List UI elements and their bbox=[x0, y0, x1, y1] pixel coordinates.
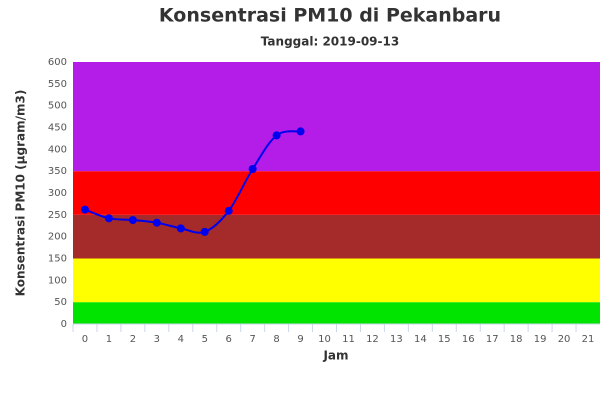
plot-band bbox=[73, 214, 600, 259]
plot-band bbox=[73, 258, 600, 303]
x-tick-label: 11 bbox=[342, 334, 355, 345]
x-tick-label: 21 bbox=[582, 334, 595, 345]
x-tick-label: 16 bbox=[462, 334, 475, 345]
y-tick-label: 500 bbox=[48, 101, 67, 112]
point bbox=[248, 164, 257, 173]
x-tick-label: 3 bbox=[154, 334, 160, 345]
x-tick-label: 12 bbox=[366, 334, 379, 345]
y-tick-label: 0 bbox=[61, 319, 67, 330]
y-tick-label: 600 bbox=[48, 57, 67, 68]
x-tick-label: 5 bbox=[202, 334, 208, 345]
x-tick-label: 10 bbox=[318, 334, 331, 345]
point bbox=[152, 218, 161, 227]
point bbox=[296, 127, 305, 136]
x-tick-label: 4 bbox=[178, 334, 184, 345]
point bbox=[104, 214, 113, 223]
y-tick-label: 400 bbox=[48, 144, 67, 155]
y-tick-label: 200 bbox=[48, 232, 67, 243]
x-tick-label: 8 bbox=[273, 334, 279, 345]
x-tick-label: 1 bbox=[106, 334, 112, 345]
y-tick-label: 250 bbox=[48, 210, 67, 221]
point bbox=[224, 206, 233, 215]
point bbox=[128, 216, 137, 225]
x-axis-title: Jam bbox=[322, 349, 348, 363]
x-tick-label: 19 bbox=[534, 334, 547, 345]
plot-band bbox=[73, 171, 600, 215]
y-tick-label: 150 bbox=[48, 254, 67, 265]
y-tick-label: 300 bbox=[48, 188, 67, 199]
x-tick-label: 2 bbox=[130, 334, 136, 345]
x-tick-label: 15 bbox=[438, 334, 451, 345]
x-tick-label: 7 bbox=[249, 334, 255, 345]
x-tick-label: 17 bbox=[486, 334, 499, 345]
y-axis-title: Konsentrasi PM10 (µgram/m3) bbox=[14, 90, 28, 297]
x-tick-label: 6 bbox=[226, 334, 232, 345]
point bbox=[176, 224, 185, 233]
y-tick-label: 550 bbox=[48, 79, 67, 90]
y-tick-label: 450 bbox=[48, 123, 67, 134]
x-tick-label: 18 bbox=[510, 334, 523, 345]
plot-band bbox=[73, 302, 600, 324]
plot-band bbox=[73, 62, 600, 172]
point bbox=[80, 205, 89, 214]
chart-title: Konsentrasi PM10 di Pekanbaru bbox=[159, 5, 501, 27]
point bbox=[200, 227, 209, 236]
x-tick-label: 0 bbox=[82, 334, 88, 345]
x-tick-label: 13 bbox=[390, 334, 403, 345]
x-tick-label: 20 bbox=[558, 334, 571, 345]
point bbox=[272, 131, 281, 140]
y-tick-label: 350 bbox=[48, 166, 67, 177]
y-tick-label: 100 bbox=[48, 275, 67, 286]
line bbox=[84, 130, 301, 234]
chart-subtitle: Tanggal: 2019-09-13 bbox=[261, 35, 399, 49]
x-tick-label: 9 bbox=[297, 334, 303, 345]
y-tick-label: 50 bbox=[54, 297, 67, 308]
x-tick-label: 14 bbox=[414, 334, 427, 345]
